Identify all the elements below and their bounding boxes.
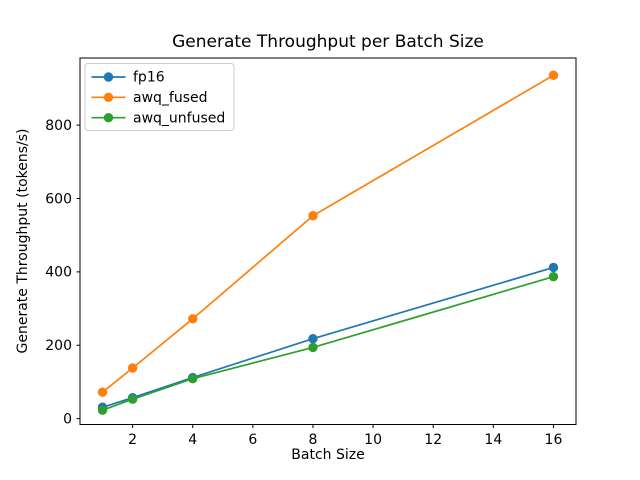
legend-marker	[103, 113, 114, 123]
series-layer	[97, 70, 559, 415]
x-tick-label: 16	[545, 432, 563, 448]
x-tick-label: 2	[128, 432, 137, 448]
data-point-fp16	[308, 333, 318, 344]
chart-title: Generate Throughput per Batch Size	[172, 32, 484, 52]
legend-box	[84, 63, 235, 131]
legend-item-awq-fused: awq_fused	[91, 90, 208, 106]
data-point-awq_fused	[308, 211, 318, 221]
data-point-awq_unfused	[188, 373, 198, 384]
y-tick-label: 0	[63, 411, 72, 427]
plot-spines	[79, 57, 577, 425]
legend-label: awq_fused	[133, 90, 208, 106]
legend-item-awq-unfused: awq_unfused	[91, 110, 225, 126]
data-point-fp16	[548, 262, 559, 273]
legend-label: awq_unfused	[133, 110, 225, 126]
y-tick-label: 200	[45, 338, 72, 354]
data-point-awq_unfused	[97, 405, 108, 415]
series-line-awq_unfused	[102, 275, 554, 411]
x-tick-label: 8	[309, 432, 318, 448]
data-point-awq_fused	[548, 70, 559, 80]
data-point-awq_fused	[127, 363, 138, 373]
legend-marker	[103, 72, 114, 82]
data-point-awq_fused	[97, 387, 108, 397]
y-axis-label: Generate Throughput (tokens/s)	[15, 129, 31, 354]
y-tick-label: 600	[45, 191, 72, 207]
legend: fp16 awq_fused awq_unfused	[84, 63, 235, 131]
data-point-awq_fused	[188, 314, 198, 324]
data-point-awq_unfused	[308, 342, 318, 353]
x-tick-label: 10	[364, 432, 382, 448]
y-tick-label: 800	[45, 118, 72, 134]
x-tick-label: 6	[248, 432, 257, 448]
axes-layer: 2 4 6 8 10 12 14 16 0 200 400 600 800	[45, 57, 577, 448]
data-point-awq_unfused	[127, 394, 138, 404]
x-tick-label: 12	[424, 432, 442, 448]
legend-item-fp16: fp16	[91, 70, 165, 86]
x-axis-label: Batch Size	[291, 447, 364, 463]
legend-marker	[103, 92, 114, 103]
y-tick-label: 400	[45, 265, 72, 281]
legend-label: fp16	[133, 70, 165, 86]
x-tick-label: 14	[484, 432, 502, 448]
x-tick-label: 4	[188, 432, 197, 448]
data-point-awq_unfused	[548, 271, 559, 282]
